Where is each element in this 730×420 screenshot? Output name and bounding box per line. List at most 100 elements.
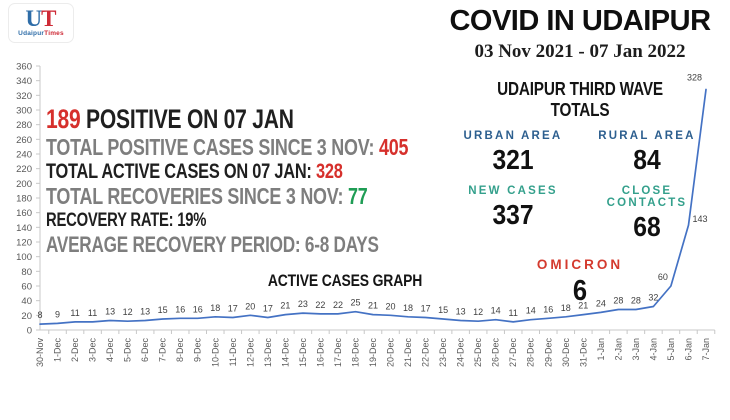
svg-text:27-Dec: 27-Dec — [508, 338, 518, 368]
svg-text:31-Dec: 31-Dec — [578, 338, 588, 368]
svg-text:60: 60 — [658, 272, 668, 282]
svg-text:28: 28 — [631, 295, 641, 305]
svg-text:7-Jan: 7-Jan — [701, 338, 711, 361]
svg-text:22-Dec: 22-Dec — [421, 338, 431, 368]
svg-text:13-Dec: 13-Dec — [263, 338, 273, 368]
svg-text:7-Dec: 7-Dec — [158, 338, 168, 363]
svg-text:18: 18 — [403, 303, 413, 313]
svg-text:16: 16 — [193, 304, 203, 314]
svg-text:2-Jan: 2-Jan — [613, 338, 623, 361]
svg-text:9: 9 — [55, 309, 60, 319]
stat-total-active: TOTAL ACTIVE CASES ON 07 JAN: 328 — [46, 160, 343, 183]
page-title: COVID IN UDAIPUR — [449, 5, 711, 37]
stat-omicron: OMICRON 6 — [446, 257, 714, 308]
urban-area-label: URBAN AREA — [463, 130, 563, 142]
svg-text:240: 240 — [16, 150, 32, 161]
svg-text:15: 15 — [438, 305, 448, 315]
svg-text:15: 15 — [158, 305, 168, 315]
svg-text:13: 13 — [105, 306, 115, 316]
omicron-label: OMICRON — [536, 257, 624, 272]
stat-positive-today: 189 POSITIVE ON 07 JAN — [46, 104, 294, 134]
svg-text:220: 220 — [16, 164, 32, 175]
svg-text:9-Dec: 9-Dec — [193, 338, 203, 363]
svg-text:28: 28 — [613, 295, 623, 305]
date-range: 03 Nov 2021 - 07 Jan 2022 — [474, 41, 686, 62]
svg-text:21: 21 — [578, 301, 588, 311]
svg-text:328: 328 — [687, 72, 702, 82]
rural-area-value: 84 — [633, 144, 661, 175]
summary-stats: 189 POSITIVE ON 07 JAN TOTAL POSITIVE CA… — [46, 104, 408, 257]
svg-text:14: 14 — [491, 306, 501, 316]
svg-text:4-Dec: 4-Dec — [105, 338, 115, 363]
svg-text:25-Dec: 25-Dec — [473, 338, 483, 368]
svg-text:120: 120 — [16, 238, 32, 249]
svg-text:16: 16 — [543, 304, 553, 314]
header: COVID IN UDAIPUR 03 Nov 2021 - 07 Jan 20… — [430, 4, 730, 63]
svg-text:23-Dec: 23-Dec — [438, 338, 448, 368]
svg-text:24: 24 — [596, 298, 606, 308]
svg-text:140: 140 — [16, 223, 32, 234]
svg-text:11: 11 — [70, 308, 79, 318]
svg-text:8: 8 — [37, 310, 42, 320]
svg-text:15-Dec: 15-Dec — [298, 338, 308, 368]
urban-area-value: 321 — [492, 144, 534, 175]
stat-recovery-rate: RECOVERY RATE: 19% — [46, 210, 207, 231]
svg-text:12-Dec: 12-Dec — [245, 338, 255, 368]
svg-text:22: 22 — [315, 300, 325, 310]
stat-close-contacts: CLOSE CONTACTS 68 — [580, 185, 714, 243]
chart-title: ACTIVE CASES GRAPH — [267, 271, 423, 290]
svg-text:13: 13 — [456, 306, 466, 316]
svg-text:24-Dec: 24-Dec — [456, 338, 466, 368]
wave-totals-grid: URBAN AREA 321 RURAL AREA 84 NEW CASES 3… — [446, 121, 714, 243]
svg-text:143: 143 — [692, 214, 707, 224]
logo-icon: UT — [25, 6, 57, 31]
svg-text:14: 14 — [526, 306, 536, 316]
rural-area-label: RURAL AREA — [598, 130, 696, 142]
svg-text:80: 80 — [21, 267, 32, 278]
svg-text:10-Dec: 10-Dec — [210, 338, 220, 368]
svg-text:1-Jan: 1-Jan — [596, 338, 606, 361]
svg-text:13: 13 — [140, 306, 150, 316]
svg-text:28-Dec: 28-Dec — [526, 338, 536, 368]
svg-text:17: 17 — [421, 304, 431, 314]
svg-text:0: 0 — [27, 326, 32, 337]
logo-brand-text: UdaipurTimes — [18, 30, 64, 37]
new-cases-label: NEW CASES — [468, 185, 558, 197]
close-contacts-label: CLOSE CONTACTS — [606, 185, 688, 209]
svg-text:21: 21 — [280, 301, 290, 311]
svg-text:32: 32 — [648, 293, 658, 303]
stat-urban-area: URBAN AREA 321 — [446, 130, 580, 176]
svg-text:11: 11 — [88, 308, 97, 318]
svg-text:8-Dec: 8-Dec — [175, 338, 185, 363]
svg-text:180: 180 — [16, 194, 32, 205]
svg-text:30-Nov: 30-Nov — [35, 338, 45, 368]
svg-text:4-Jan: 4-Jan — [648, 338, 658, 361]
svg-text:3-Dec: 3-Dec — [88, 338, 98, 363]
svg-text:21: 21 — [368, 301, 378, 311]
svg-text:17: 17 — [228, 304, 238, 314]
svg-text:100: 100 — [16, 252, 32, 263]
svg-text:18-Dec: 18-Dec — [350, 338, 360, 368]
svg-text:17: 17 — [263, 304, 273, 314]
close-contacts-value: 68 — [633, 211, 661, 242]
wave-totals-heading: UDAIPUR THIRD WAVE TOTALS — [497, 79, 663, 120]
svg-text:17-Dec: 17-Dec — [333, 338, 343, 368]
svg-text:14-Dec: 14-Dec — [280, 338, 290, 368]
svg-text:20-Dec: 20-Dec — [386, 338, 396, 368]
svg-text:18: 18 — [210, 303, 220, 313]
svg-text:200: 200 — [16, 179, 32, 190]
svg-text:6-Dec: 6-Dec — [140, 338, 150, 363]
svg-text:20: 20 — [21, 311, 32, 322]
stat-new-cases: NEW CASES 337 — [446, 185, 580, 243]
stat-total-positive: TOTAL POSITIVE CASES SINCE 3 NOV: 405 — [46, 134, 409, 160]
svg-text:19-Dec: 19-Dec — [368, 338, 378, 368]
svg-text:320: 320 — [16, 91, 32, 102]
udaipur-times-logo: UT UdaipurTimes — [8, 3, 74, 43]
svg-text:11-Dec: 11-Dec — [228, 338, 238, 367]
svg-text:16: 16 — [175, 304, 185, 314]
svg-text:21-Dec: 21-Dec — [403, 338, 413, 368]
svg-text:3-Jan: 3-Jan — [631, 338, 641, 361]
svg-text:16-Dec: 16-Dec — [315, 338, 325, 368]
svg-text:11: 11 — [509, 308, 518, 318]
